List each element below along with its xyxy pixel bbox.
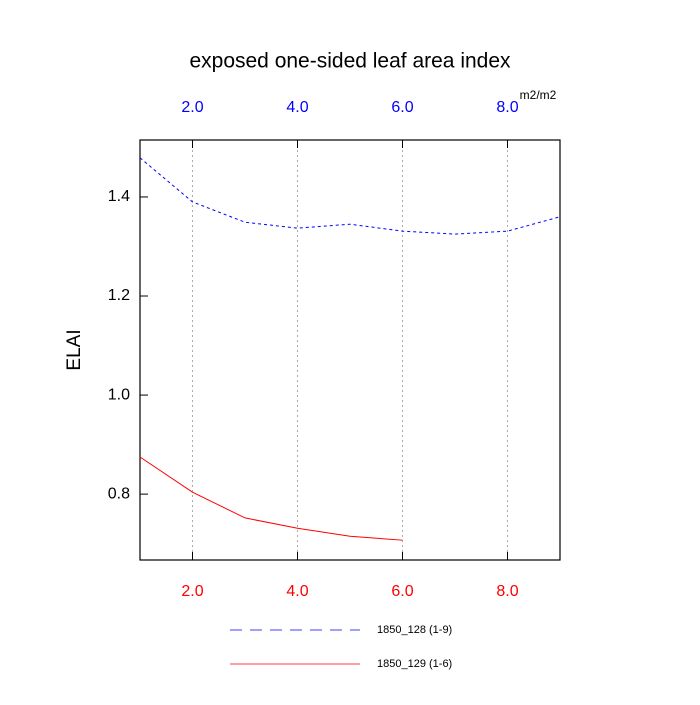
y-tick-label: 1.2 [108, 287, 130, 304]
y-axis-label: ELAI [64, 329, 85, 370]
x-tick-label-top: 8.0 [496, 99, 518, 116]
plot-frame [139, 139, 561, 561]
legend-label: 1850_129 (1-6) [377, 658, 452, 670]
chart-title: exposed one-sided leaf area index [189, 50, 511, 73]
y-tick-label: 1.4 [108, 188, 130, 205]
y-tick-label: 0.8 [108, 485, 130, 502]
series-line [139, 157, 561, 235]
legend-label: 1850_128 (1-9) [377, 624, 452, 636]
x-tick-label: 2.0 [181, 583, 203, 600]
y-tick-label: 1.0 [108, 386, 130, 403]
x-tick-label-top: 4.0 [286, 99, 308, 116]
units-label: m2/m2 [520, 88, 557, 102]
x-tick-label-top: 2.0 [181, 99, 203, 116]
x-tick-label-top: 6.0 [391, 99, 413, 116]
x-tick-label: 4.0 [286, 583, 308, 600]
x-tick-label: 8.0 [496, 583, 518, 600]
x-tick-label: 6.0 [391, 583, 413, 600]
series-line [139, 456, 403, 541]
